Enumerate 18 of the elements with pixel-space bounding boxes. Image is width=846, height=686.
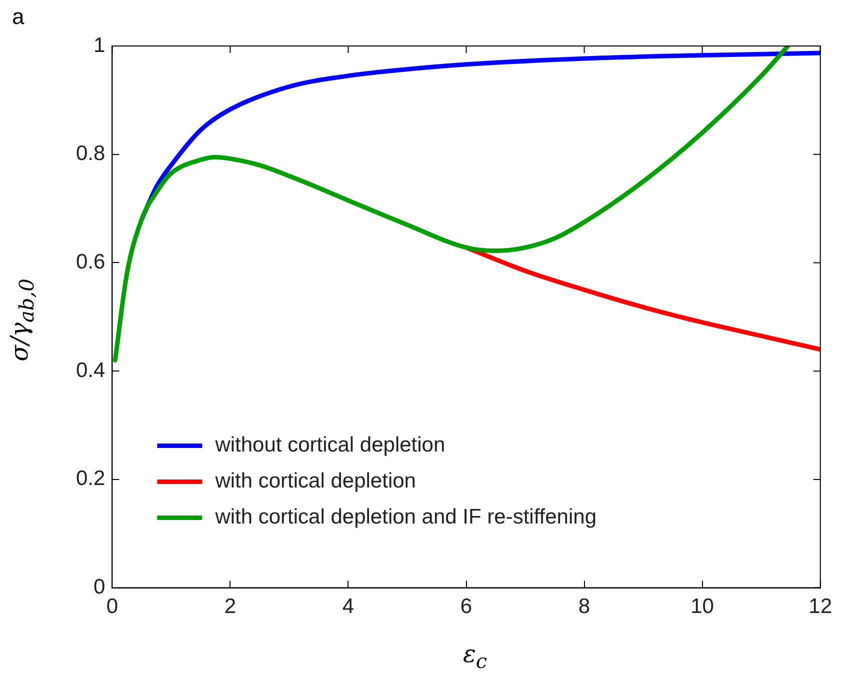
x-tick-label: 10: [690, 595, 714, 618]
legend-label: without cortical depletion: [214, 434, 446, 457]
chart-title: a: [12, 4, 24, 30]
x-tick-label: 4: [342, 595, 354, 618]
line-series: [112, 46, 790, 362]
y-tick-label: 0.6: [76, 250, 106, 274]
y-tick-label: 0.8: [76, 142, 106, 166]
x-axis-title: ε$_{c}$: [462, 640, 488, 673]
y-tick-label: 0.2: [76, 467, 106, 490]
x-tick-label: 8: [578, 595, 590, 618]
y-tick-label: 0: [94, 576, 106, 599]
legend-label: with cortical depletion and IF re-stiffening: [214, 506, 597, 529]
x-tick-label: 12: [808, 595, 832, 618]
legend-label: with cortical depletion: [214, 470, 416, 493]
y-tick-label: 0.4: [76, 358, 106, 382]
x-tick-label: 2: [224, 595, 236, 618]
x-tick-label: 6: [460, 595, 472, 618]
y-tick-label: 1: [94, 34, 106, 57]
